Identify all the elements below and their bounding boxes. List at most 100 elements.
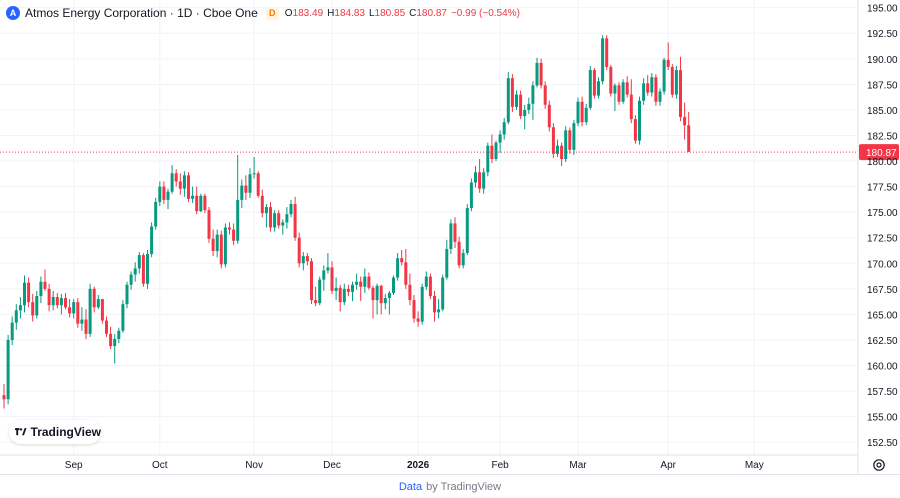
candle [64,292,67,310]
candle [547,100,551,132]
candle [617,82,621,105]
candle-body [396,258,400,278]
candle-body [273,213,277,228]
candle [367,272,371,290]
candle-body [420,286,424,322]
candle [27,277,31,308]
candle [638,96,641,145]
candle-body [666,59,670,67]
candle-body [289,203,293,215]
candle-body [314,300,318,304]
y-tick-label: 170.00 [867,259,898,270]
candle-body [428,276,432,297]
candle-body [363,276,367,287]
candle [658,88,662,106]
candle [264,203,268,228]
candle-body [80,319,84,324]
y-tick-label: 167.50 [867,285,898,296]
candle-body [605,38,609,67]
open-label: O [284,7,293,19]
candle-body [412,300,416,319]
candle [117,327,121,344]
tradingview-logo[interactable]: TradingView [9,420,101,444]
candle-body [654,77,658,102]
candle [55,292,59,309]
candle [400,249,404,266]
close-value: 180.87 [416,7,447,19]
candle [412,294,416,323]
candle [482,168,486,194]
high-value: 184.83 [334,7,365,19]
candle [281,219,285,235]
candle [80,307,84,331]
candle [129,271,133,290]
chart-title[interactable]: Atmos Energy Corporation · 1D · Cboe One [25,6,258,20]
high-label: H [327,7,335,19]
candle [527,97,531,115]
candle [568,127,572,154]
candle-body [387,292,391,299]
candle-body [269,207,272,228]
data-link[interactable]: Data [398,481,423,493]
y-tick-label: 190.00 [867,55,898,66]
data-source-badge[interactable]: D [265,6,279,20]
candle-body [137,255,141,269]
candle-body [646,83,650,93]
candle-body [191,195,195,199]
candle [342,283,346,306]
candle-body [35,296,39,316]
candle-body [76,302,80,324]
candle-body [215,234,219,252]
candle-body [457,241,461,266]
candle-body [14,310,18,323]
candle [404,248,408,289]
candle [515,90,518,110]
candle-body [244,185,248,193]
candle-body [515,94,518,107]
candle-body [219,234,223,265]
candle [330,261,334,294]
candle-body [322,270,326,280]
candle-body [519,94,523,117]
candle-body [23,282,26,306]
candle-body [568,130,572,150]
candle-body [326,267,330,271]
candle-body [674,70,678,95]
candle-body [117,330,121,339]
candle [338,284,342,312]
candle [523,104,527,130]
candle-body [68,307,72,314]
symbol-logo-icon[interactable]: A [6,6,20,20]
candle-body [342,288,346,303]
candle [679,56,682,122]
candle [215,229,219,258]
candle-body [383,298,387,304]
candle-body [174,173,178,182]
candle-body [613,85,617,94]
candle-body [88,288,92,334]
candle [158,181,162,207]
candle [359,276,363,302]
candle [424,271,428,290]
candle-body [584,107,588,123]
price-chart[interactable]: 180.87 195.00 192.50 190.00 187.50 185.00 182… [0,0,900,475]
candle [23,275,26,313]
candle [666,42,670,71]
candle-body [392,277,395,293]
candle [174,169,178,187]
candle-body [687,125,691,152]
candle-body [47,288,51,306]
candle [43,269,47,291]
candle-body [109,333,113,347]
candle [379,284,383,315]
candle [601,35,605,85]
candle-body [301,256,305,264]
candle-body [625,82,629,95]
candle [236,154,240,244]
candle [556,139,559,157]
settings-gear-icon[interactable] [872,458,886,472]
candle-body [379,285,383,304]
candle-body [506,78,510,123]
candle [510,74,514,112]
candle [445,239,449,280]
